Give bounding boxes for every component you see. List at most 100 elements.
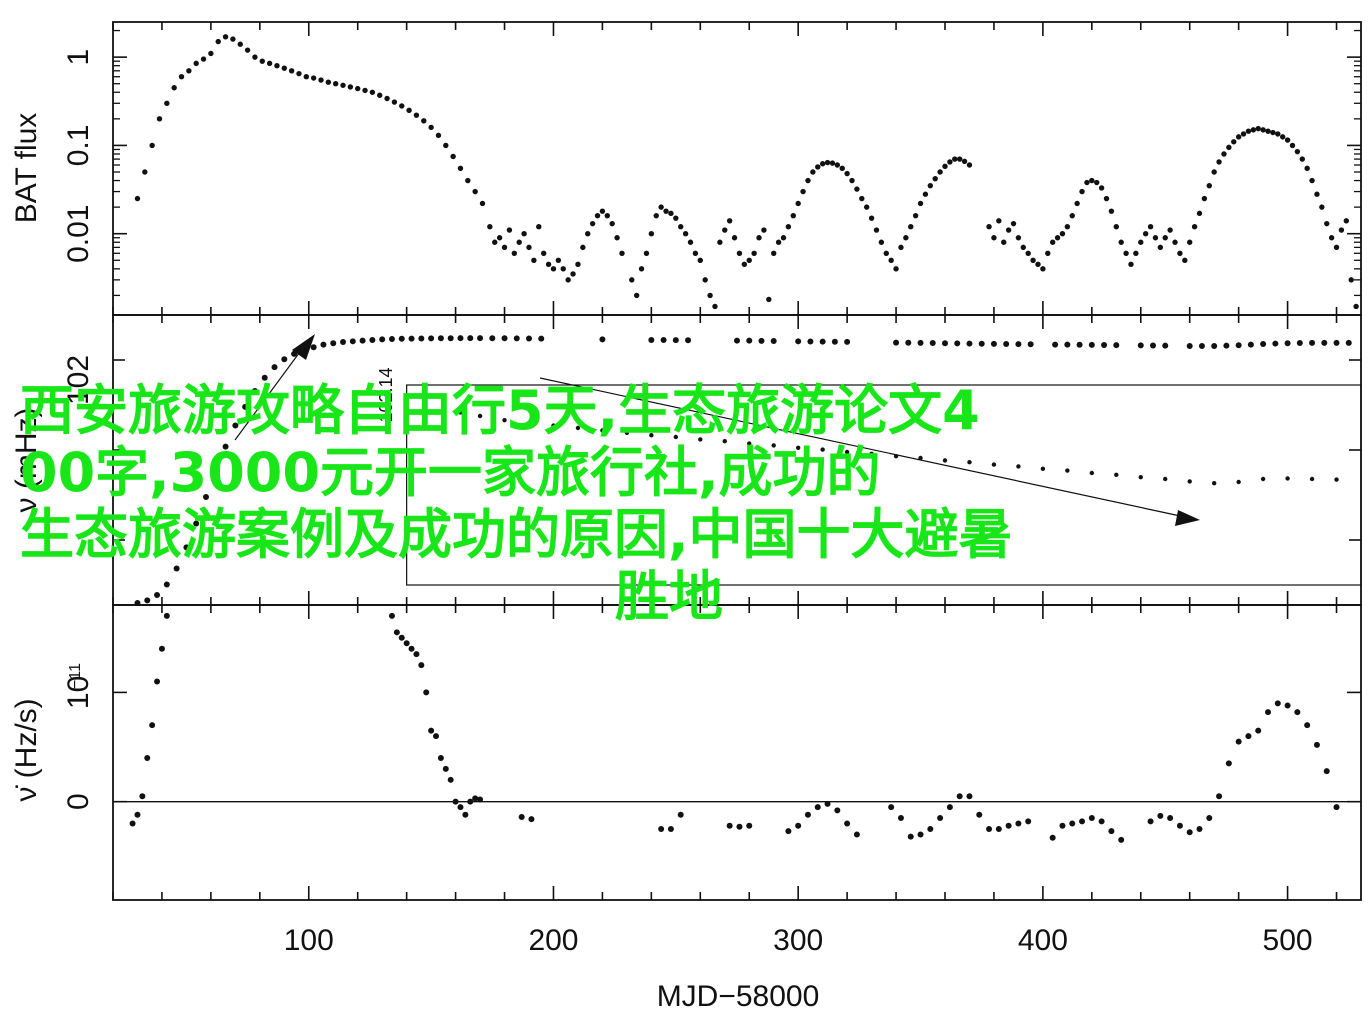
frequency-point bbox=[202, 494, 209, 500]
flux-point bbox=[912, 212, 919, 219]
x-tick-label: 300 bbox=[773, 924, 823, 957]
flux-point bbox=[702, 277, 708, 283]
y-tick-label-top: 1 bbox=[62, 49, 95, 66]
flux-point bbox=[580, 244, 586, 251]
flux-point bbox=[1025, 250, 1031, 256]
y-tick-label-inset: 102.14 bbox=[376, 367, 396, 422]
frequency-point bbox=[369, 336, 376, 343]
frequency-point bbox=[212, 467, 219, 474]
flux-point bbox=[1284, 137, 1291, 143]
flux-point bbox=[1162, 235, 1168, 241]
flux-point bbox=[259, 58, 265, 64]
flux-point bbox=[1324, 220, 1330, 227]
flux-point bbox=[340, 82, 346, 88]
flux-point bbox=[1035, 261, 1041, 268]
flux-point bbox=[1074, 200, 1080, 207]
flux-point bbox=[355, 85, 361, 92]
flux-point bbox=[1108, 208, 1115, 214]
y-tick-label-bottom: 10 bbox=[62, 676, 95, 709]
inset-point bbox=[1285, 476, 1290, 481]
inset-point bbox=[1236, 479, 1241, 485]
flux-point bbox=[633, 292, 640, 299]
fdot-point bbox=[1206, 815, 1213, 822]
frequency-point bbox=[261, 374, 268, 381]
fdot-point bbox=[667, 825, 674, 832]
flux-point bbox=[1319, 204, 1325, 210]
flux-point bbox=[682, 231, 689, 237]
inset-point bbox=[747, 441, 752, 446]
fdot-point bbox=[853, 831, 860, 838]
frequency-point bbox=[1260, 340, 1267, 347]
frequency-point bbox=[672, 337, 679, 344]
fdot-point bbox=[447, 776, 454, 783]
fdot-point bbox=[1088, 815, 1095, 822]
frequency-point bbox=[320, 341, 327, 348]
flux-point bbox=[819, 161, 826, 167]
frequency-point bbox=[844, 338, 851, 345]
frequency-point bbox=[232, 422, 239, 429]
flux-point bbox=[673, 215, 679, 221]
flux-point bbox=[377, 92, 383, 98]
fdot-point bbox=[897, 815, 904, 822]
frequency-point bbox=[1137, 342, 1144, 349]
flux-point bbox=[1147, 224, 1154, 230]
flux-point bbox=[288, 68, 295, 74]
fdot-point bbox=[1323, 768, 1330, 775]
flux-point bbox=[399, 103, 405, 109]
inset-point bbox=[1065, 468, 1070, 473]
flux-point bbox=[780, 235, 787, 241]
frequency-point bbox=[966, 340, 973, 347]
inset-point bbox=[1016, 464, 1021, 469]
flux-point bbox=[1279, 134, 1286, 140]
inset-point bbox=[1138, 475, 1143, 480]
y-tick-label-top: 0.1 bbox=[62, 125, 95, 167]
y-tick-label-top: 0.01 bbox=[62, 205, 95, 263]
xlabel: MJD−58000 bbox=[657, 980, 820, 1013]
flux-point bbox=[697, 257, 703, 263]
frequency-point bbox=[1247, 341, 1254, 348]
fdot-point bbox=[1255, 727, 1262, 734]
flux-point bbox=[1064, 224, 1071, 230]
flux-point bbox=[1005, 227, 1012, 233]
flux-point bbox=[369, 89, 376, 95]
flux-point bbox=[1133, 250, 1139, 256]
frequency-point bbox=[1076, 341, 1083, 348]
flux-point bbox=[1299, 156, 1305, 162]
fdot-point bbox=[149, 722, 156, 729]
flux-point bbox=[1118, 239, 1124, 245]
flux-point bbox=[171, 85, 177, 91]
flux-point bbox=[215, 38, 221, 45]
flux-point bbox=[717, 239, 723, 245]
x-tick-label: 100 bbox=[284, 924, 334, 957]
frequency-point bbox=[1150, 342, 1156, 349]
flux-point bbox=[1015, 235, 1022, 241]
fdot-point bbox=[1176, 822, 1183, 829]
flux-point bbox=[849, 177, 855, 184]
flux-point bbox=[844, 170, 850, 177]
fdot-point bbox=[1196, 825, 1203, 832]
frequency-point bbox=[1272, 340, 1279, 347]
frequency-point bbox=[418, 335, 425, 342]
frequency-point bbox=[1284, 340, 1291, 347]
flux-point bbox=[956, 156, 963, 162]
frequency-point bbox=[746, 337, 753, 344]
flux-point bbox=[619, 250, 625, 256]
fdot-point bbox=[1304, 722, 1311, 729]
frequency-point bbox=[1211, 342, 1218, 349]
flux-point bbox=[678, 224, 684, 230]
frequency-point bbox=[501, 335, 508, 342]
flux-point bbox=[722, 227, 728, 233]
frequency-point bbox=[1088, 341, 1095, 348]
flux-point bbox=[296, 70, 302, 77]
fdot-point bbox=[418, 662, 425, 669]
fdot-point bbox=[154, 678, 161, 685]
frequency-point bbox=[513, 335, 520, 342]
frequency-point bbox=[330, 340, 337, 347]
flux-point bbox=[903, 235, 909, 241]
x-tick-label: 400 bbox=[1018, 924, 1068, 957]
flux-point bbox=[428, 124, 434, 131]
flux-point bbox=[629, 277, 635, 283]
flux-point bbox=[1201, 195, 1208, 202]
flux-point bbox=[526, 244, 532, 251]
flux-point bbox=[1270, 129, 1276, 136]
